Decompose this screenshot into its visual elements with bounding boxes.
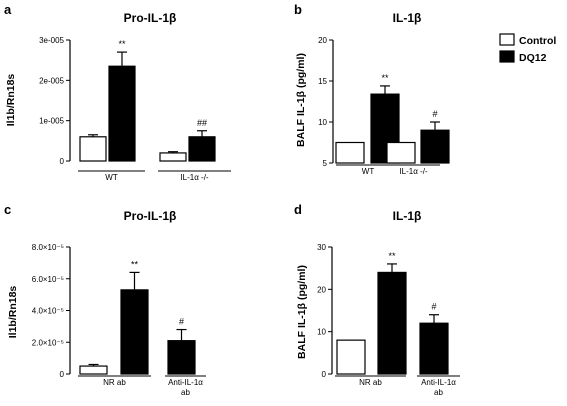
significance-label: ** bbox=[118, 39, 126, 49]
y-tick-label: 2.0×10⁻⁵ bbox=[32, 338, 64, 347]
legend-swatch-control bbox=[499, 33, 515, 46]
y-axis-label: Il1b/Rn18s bbox=[5, 74, 17, 127]
panel-letter: c bbox=[4, 202, 11, 217]
bar bbox=[79, 365, 108, 375]
y-tick-label: 30 bbox=[317, 243, 326, 252]
group-label: Anti-IL-1α bbox=[168, 378, 203, 387]
group-label: IL-1α -/- bbox=[180, 173, 209, 182]
legend-swatch-dq12 bbox=[499, 50, 515, 63]
significance-label: ** bbox=[388, 251, 396, 261]
y-tick-label: 20 bbox=[317, 285, 326, 294]
significance-label: ** bbox=[381, 73, 389, 83]
y-tick-label: 10 bbox=[318, 118, 327, 127]
legend-label-control: Control bbox=[519, 35, 556, 47]
group-label: WT bbox=[362, 167, 375, 176]
y-axis-label: Il1b/Rn18s bbox=[7, 286, 19, 339]
y-tick-label: 0 bbox=[322, 370, 327, 379]
panel-d: d IL-1β BALF IL-1β (pg/ml) 0 10 20 30 ** NR ab # A… bbox=[294, 202, 460, 397]
bar bbox=[159, 152, 187, 162]
y-tick-label: 15 bbox=[318, 77, 327, 86]
panel-letter: b bbox=[294, 2, 302, 17]
panel-b: b IL-1β BALF IL-1β (pg/ml) 5 10 15 20 ** WT # IL-1… bbox=[294, 2, 450, 176]
group-label: NR ab bbox=[359, 378, 382, 387]
y-tick-label: 1e-005 bbox=[39, 117, 64, 126]
y-tick-label: 6.0×10⁻⁵ bbox=[32, 275, 64, 284]
legend: Control DQ12 bbox=[499, 33, 556, 64]
y-tick-label: 0 bbox=[60, 157, 65, 166]
y-tick-label: 2e-005 bbox=[39, 76, 64, 85]
y-tick-label: 0 bbox=[60, 370, 65, 379]
bar bbox=[120, 289, 149, 375]
y-axis-label: BALF IL-1β (pg/ml) bbox=[296, 265, 308, 359]
significance-label: ## bbox=[197, 118, 207, 128]
significance-label: # bbox=[432, 109, 437, 119]
significance-label: ** bbox=[131, 259, 139, 269]
chart-title: Pro-IL-1β bbox=[124, 11, 177, 25]
legend-label-dq12: DQ12 bbox=[519, 52, 547, 64]
group-label: Anti-IL-1α bbox=[421, 378, 456, 387]
chart-title: Pro-IL-1β bbox=[124, 209, 177, 223]
group-label: ab bbox=[181, 388, 190, 397]
significance-label: # bbox=[431, 302, 436, 312]
bar bbox=[377, 271, 407, 375]
bar bbox=[335, 141, 365, 164]
bar bbox=[419, 322, 449, 375]
bar bbox=[79, 136, 107, 162]
group-label: WT bbox=[105, 173, 118, 182]
y-axis-label: BALF IL-1β (pg/ml) bbox=[295, 53, 307, 147]
y-tick-label: 10 bbox=[317, 328, 326, 337]
group-label: IL-1α -/- bbox=[399, 167, 428, 176]
chart-title: IL-1β bbox=[393, 11, 422, 25]
group-label: ab bbox=[434, 388, 443, 397]
panel-c: c Pro-IL-1β Il1b/Rn18s 0 2.0×10⁻⁵ 4.0×10⁻⁵ 6.0… bbox=[4, 202, 206, 397]
bar bbox=[167, 340, 196, 375]
chart-title: IL-1β bbox=[393, 209, 422, 223]
y-tick-label: 8.0×10⁻⁵ bbox=[32, 243, 64, 252]
panel-a: a Pro-IL-1β Il1b/Rn18s 0 1e-005 2e-005 3e-005 *… bbox=[4, 2, 231, 182]
y-tick-label: 5 bbox=[323, 159, 328, 168]
bar bbox=[336, 339, 366, 375]
panel-letter: d bbox=[294, 202, 302, 217]
bar bbox=[386, 141, 416, 164]
y-tick-label: 20 bbox=[318, 36, 327, 45]
y-tick-label: 3e-005 bbox=[39, 36, 64, 45]
y-tick-label: 4.0×10⁻⁵ bbox=[32, 307, 64, 316]
bar bbox=[188, 136, 216, 162]
group-label: NR ab bbox=[103, 378, 126, 387]
bar bbox=[420, 129, 450, 164]
panel-letter: a bbox=[4, 2, 12, 17]
bar bbox=[108, 65, 136, 162]
significance-label: # bbox=[179, 317, 184, 327]
